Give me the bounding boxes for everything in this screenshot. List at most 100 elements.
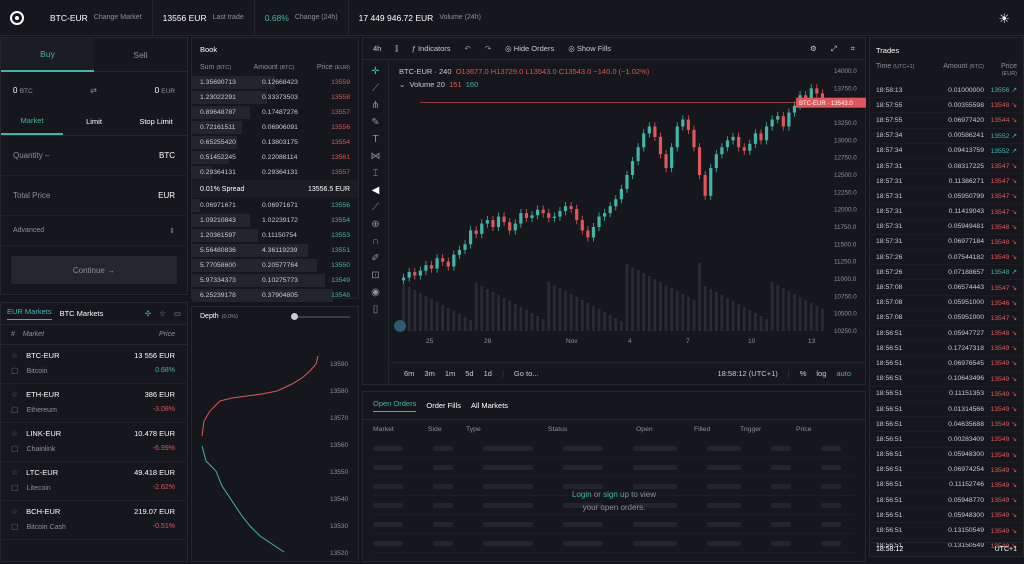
star-icon[interactable]: ☆ bbox=[11, 507, 19, 516]
tab-order-fills[interactable]: Order Fills bbox=[426, 401, 461, 410]
goto-button[interactable]: Go to... bbox=[513, 369, 539, 378]
bid-row[interactable]: 0.06971671 0.06971671 13556 bbox=[192, 198, 358, 213]
candle-body bbox=[636, 147, 640, 162]
candle-type-icon[interactable]: ⫿ bbox=[395, 43, 398, 53]
candle-body bbox=[435, 258, 439, 269]
volume-bar bbox=[642, 273, 646, 331]
buy-tab[interactable]: Buy bbox=[1, 38, 94, 72]
market-row[interactable]: ☆ BTC-EUR 13 556 EUR ▢ Bitcoin 0.68% bbox=[1, 345, 187, 384]
signup-link[interactable]: sign up bbox=[603, 490, 629, 499]
tab-btc-markets[interactable]: BTC Markets bbox=[59, 309, 104, 318]
camera-icon[interactable]: ⌗ bbox=[850, 43, 855, 53]
ask-row[interactable]: 1.35690713 0.12668423 13559 bbox=[192, 75, 358, 90]
trend-line-icon[interactable]: ⟋ bbox=[372, 83, 379, 94]
tab-eur-markets[interactable]: EUR Markets bbox=[7, 307, 52, 320]
logo-icon[interactable] bbox=[10, 10, 24, 25]
orders-col: Trigger bbox=[740, 426, 762, 433]
trade-row: 18:57:55 0.00355598 13548 ↘ bbox=[870, 98, 1023, 114]
ruler-icon[interactable]: ⟋ bbox=[372, 202, 379, 213]
ask-row[interactable]: 0.29364131 0.29364131 13557 bbox=[192, 165, 358, 180]
ask-row[interactable]: 0.51452245 0.22088114 13561 bbox=[192, 150, 358, 165]
candle-body bbox=[586, 230, 590, 238]
range-1m[interactable]: 1m bbox=[444, 369, 456, 378]
ask-row[interactable]: 0.89648787 0.17487276 13557 bbox=[192, 105, 358, 120]
pattern-icon[interactable]: ⋈ bbox=[370, 151, 381, 162]
eye-icon[interactable]: ◉ bbox=[371, 287, 380, 298]
depth-slider[interactable] bbox=[291, 312, 350, 320]
favorites-icon[interactable]: ☆ bbox=[159, 309, 166, 318]
market-row[interactable]: ☆ ETH-EUR 386 EUR ▢ Ethereum -3.08% bbox=[1, 384, 187, 423]
bid-row[interactable]: 5.97334373 0.10275773 13549 bbox=[192, 273, 358, 288]
change-24h: 0.68% Change (24h) bbox=[255, 0, 349, 36]
zoom-icon[interactable]: ⊕ bbox=[371, 219, 380, 230]
pitchfork-icon[interactable]: ⋔ bbox=[371, 100, 380, 111]
log-toggle[interactable]: log bbox=[816, 369, 827, 378]
sell-tab[interactable]: Sell bbox=[94, 38, 187, 72]
crosshair-icon[interactable]: ✛ bbox=[371, 66, 380, 77]
lock-icon[interactable]: ⊡ bbox=[371, 270, 380, 281]
tab-market[interactable]: Market bbox=[1, 108, 63, 135]
hide-orders-button[interactable]: ◎ Hide Orders bbox=[505, 44, 555, 53]
continue-button[interactable]: Continue → bbox=[11, 256, 177, 284]
bid-row[interactable]: 5.77058600 0.20577764 13550 bbox=[192, 258, 358, 273]
trade-amount: 0.11152746 bbox=[949, 481, 984, 489]
market-row[interactable]: ☆ LINK-EUR 10.478 EUR ▢ Chainlink -6.99% bbox=[1, 423, 187, 462]
tab-open-orders[interactable]: Open Orders bbox=[373, 399, 417, 412]
ask-row[interactable]: 1.23022291 0.33373503 13558 bbox=[192, 90, 358, 105]
market-row[interactable]: ☆ LTC-EUR 49.418 EUR ▢ Litecoin -2.62% bbox=[1, 462, 187, 501]
ask-row[interactable]: 0.65255420 0.13803175 13554 bbox=[192, 135, 358, 150]
tab-limit[interactable]: Limit bbox=[86, 117, 102, 126]
trade-row: 18:56:51 0.00283409 13549 ↘ bbox=[870, 432, 1023, 448]
advanced-toggle[interactable]: Advanced ⇕ bbox=[1, 216, 187, 246]
candle-body bbox=[496, 216, 501, 227]
brush-icon[interactable]: ✎ bbox=[371, 117, 380, 128]
bid-row[interactable]: 5.56480836 4.36119239 13551 bbox=[192, 243, 358, 258]
back-arrow-icon[interactable]: ◀ bbox=[371, 185, 380, 196]
bid-row[interactable]: 1.09210843 1.02239172 13554 bbox=[192, 213, 358, 228]
percent-toggle[interactable]: % bbox=[799, 369, 807, 378]
range-1d[interactable]: 1d bbox=[483, 369, 492, 378]
trade-time: 18:57:31 bbox=[876, 192, 903, 200]
pencil-lock-icon[interactable]: ✐ bbox=[371, 253, 380, 264]
fullscreen-icon[interactable]: ⤢ bbox=[830, 43, 837, 53]
settings-gear-icon[interactable]: ⚙ bbox=[810, 44, 817, 53]
tab-stop-limit[interactable]: Stop Limit bbox=[139, 117, 173, 126]
bid-row[interactable]: 1.20361597 0.11150754 13553 bbox=[192, 228, 358, 243]
show-fills-button[interactable]: ◎ Show Fills bbox=[568, 44, 612, 53]
star-icon[interactable]: ☆ bbox=[11, 468, 19, 477]
market-selector[interactable]: BTC-EUR Change Market bbox=[40, 0, 153, 36]
undo-icon[interactable]: ↶ bbox=[464, 44, 471, 53]
total-price-field[interactable]: Total Price EUR bbox=[1, 176, 187, 216]
theme-toggle-icon[interactable]: ☀ bbox=[998, 11, 1010, 26]
auto-toggle[interactable]: auto bbox=[836, 369, 851, 378]
settings-icon[interactable]: ✣ bbox=[144, 309, 152, 318]
trash-icon[interactable]: ▯ bbox=[372, 304, 379, 315]
book-sum: 5.56480836 bbox=[200, 247, 236, 254]
range-5d[interactable]: 5d bbox=[465, 369, 474, 378]
interval-selector[interactable]: 4h bbox=[373, 44, 382, 53]
bid-row[interactable]: 6.25239178 0.37904805 13548 bbox=[192, 288, 358, 303]
text-icon[interactable]: T bbox=[372, 134, 379, 145]
candle-body bbox=[658, 136, 663, 155]
ask-row[interactable]: 0.72161511 0.06906091 13556 bbox=[192, 120, 358, 135]
range-6m[interactable]: 6m bbox=[404, 369, 415, 378]
indicators-button[interactable]: ƒ Indicators bbox=[411, 44, 451, 53]
star-icon[interactable]: ☆ bbox=[11, 351, 19, 360]
list-icon[interactable]: ▭ bbox=[173, 309, 181, 318]
chart-legend: BTC-EUR · 240 O13677.0 H13729.0 L13543.0… bbox=[399, 67, 650, 76]
change-market-link[interactable]: Change Market bbox=[93, 14, 142, 21]
tab-all-markets[interactable]: All Markets bbox=[470, 401, 509, 410]
volume-bar bbox=[686, 297, 690, 331]
prediction-icon[interactable]: ⌶ bbox=[372, 168, 379, 179]
range-3m[interactable]: 3m bbox=[424, 369, 435, 378]
login-link[interactable]: Login bbox=[571, 490, 592, 499]
swap-icon[interactable]: ⇄ bbox=[90, 85, 97, 95]
candlestick-svg[interactable]: 14000.013750.013500.013250.013000.012750… bbox=[390, 61, 866, 363]
candle-body bbox=[692, 129, 696, 148]
magnet-icon[interactable]: ∩ bbox=[371, 236, 380, 247]
star-icon[interactable]: ☆ bbox=[11, 390, 19, 399]
quantity-field[interactable]: Quantity – BTC bbox=[1, 136, 187, 176]
market-row[interactable]: ☆ BCH-EUR 219.07 EUR ▢ Bitcoin Cash -0.51% bbox=[1, 501, 187, 540]
star-icon[interactable]: ☆ bbox=[11, 429, 19, 438]
redo-icon[interactable]: ↷ bbox=[484, 44, 492, 53]
